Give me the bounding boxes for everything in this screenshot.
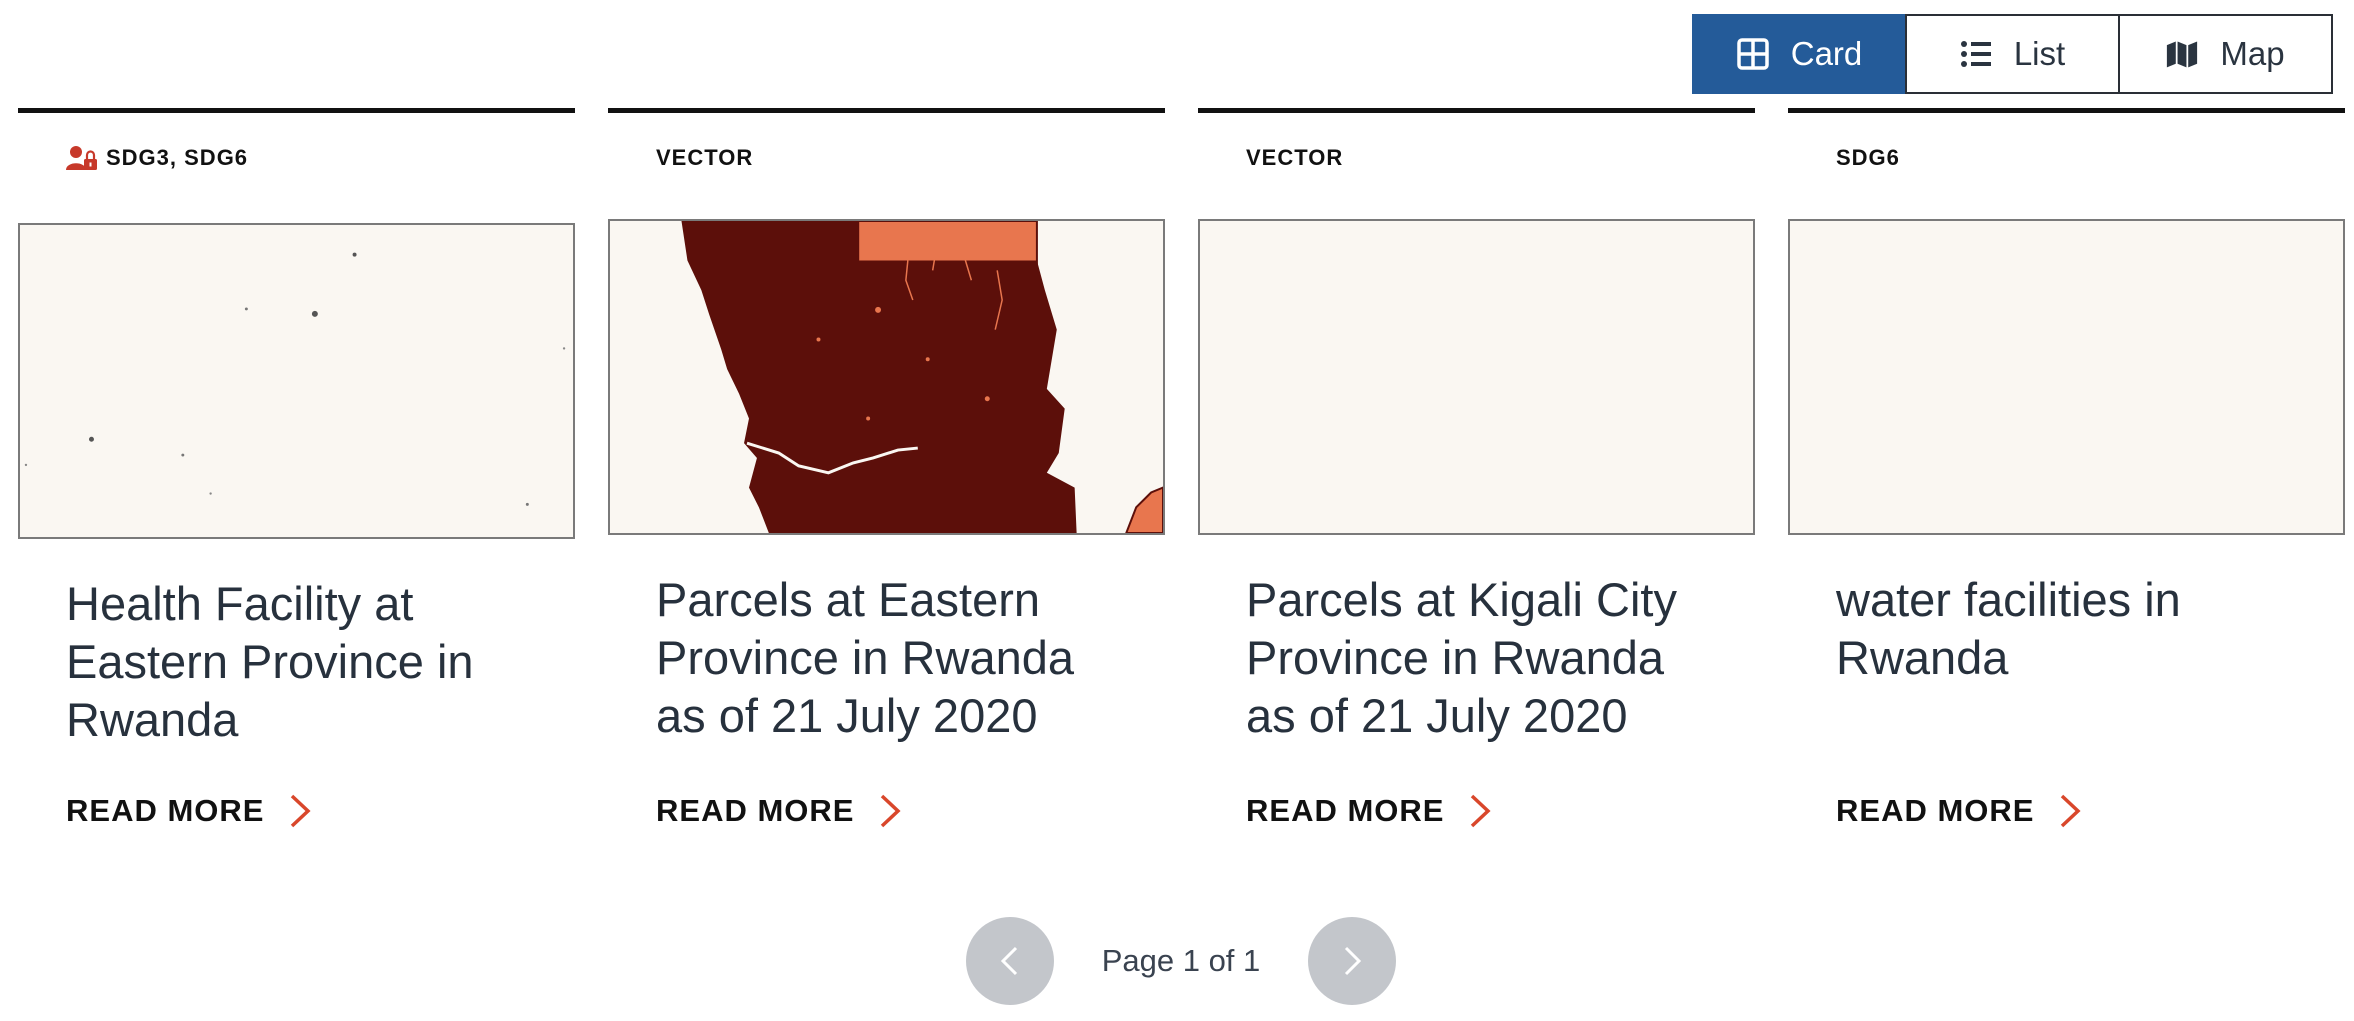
card-tag-label: SDG6 — [1836, 145, 1900, 170]
read-more-link[interactable]: READ MORE — [1836, 793, 2082, 829]
read-more-link[interactable]: READ MORE — [1246, 793, 1492, 829]
card-tag-label: VECTOR — [656, 145, 754, 170]
read-more-link[interactable]: READ MORE — [66, 793, 312, 829]
card-thumbnail — [1788, 219, 2345, 535]
previous-page-button[interactable] — [966, 917, 1054, 1005]
chevron-right-icon — [1344, 946, 1362, 976]
card-tag: SDG3, SDG6 — [66, 145, 248, 171]
card-view-button[interactable]: Card — [1692, 14, 1907, 94]
card-tag-label: VECTOR — [1246, 145, 1344, 170]
chevron-left-icon — [1000, 946, 1018, 976]
card-tag: VECTOR — [1246, 145, 1343, 171]
list-icon — [1960, 41, 1991, 67]
read-more-label: READ MORE — [66, 793, 265, 828]
resource-card[interactable]: SDG6 water facilities in Rwanda READ MOR… — [1788, 108, 2345, 848]
read-more-label: READ MORE — [1836, 793, 2035, 828]
chevron-right-icon — [291, 794, 312, 828]
resource-cards: SDG3, SDG6 Health Facility at Eastern Pr… — [18, 108, 2346, 848]
read-more-label: READ MORE — [1246, 793, 1445, 828]
card-title[interactable]: water facilities in Rwanda — [1836, 573, 2181, 684]
card-thumbnail — [608, 219, 1165, 535]
chevron-right-icon — [2061, 794, 2082, 828]
map-icon — [2167, 41, 2198, 68]
card-tag-label: SDG3, SDG6 — [106, 145, 249, 170]
card-tag: VECTOR — [656, 145, 753, 171]
card-thumbnail — [1198, 219, 1755, 535]
read-more-label: READ MORE — [656, 793, 855, 828]
resource-card[interactable]: VECTOR Parcels at Eastern Province in Rw… — [608, 108, 1165, 848]
scattered-points-map — [20, 225, 573, 537]
resource-card[interactable]: VECTOR Parcels at Kigali City Province i… — [1198, 108, 1755, 848]
parcels-map — [610, 221, 1163, 533]
chevron-right-icon — [1471, 794, 1492, 828]
read-more-link[interactable]: READ MORE — [656, 793, 902, 829]
page-indicator: Page 1 of 1 — [1101, 943, 1261, 978]
restricted-user-icon — [66, 146, 97, 170]
list-view-label: List — [2013, 35, 2066, 72]
card-title[interactable]: Parcels at Eastern Province in Rwanda as… — [656, 573, 1074, 742]
card-title[interactable]: Health Facility at Eastern Province in R… — [66, 577, 474, 746]
card-view-label: Card — [1790, 35, 1863, 72]
list-view-button[interactable]: List — [1905, 14, 2120, 94]
pagination: Page 1 of 1 — [966, 917, 1396, 1005]
map-view-label: Map — [2220, 35, 2285, 72]
view-toggle: Card List Map — [1692, 14, 2333, 94]
resource-card[interactable]: SDG3, SDG6 Health Facility at Eastern Pr… — [18, 108, 575, 848]
next-page-button[interactable] — [1308, 917, 1396, 1005]
card-thumbnail — [18, 223, 575, 539]
map-view-button[interactable]: Map — [2118, 14, 2333, 94]
chevron-right-icon — [881, 794, 902, 828]
grid-icon — [1736, 38, 1769, 70]
card-title[interactable]: Parcels at Kigali City Province in Rwand… — [1246, 573, 1677, 742]
card-tag: SDG6 — [1836, 145, 1900, 171]
